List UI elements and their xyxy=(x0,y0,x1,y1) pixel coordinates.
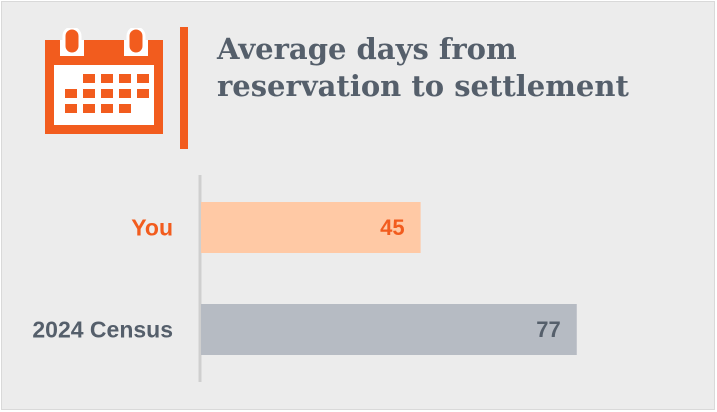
category-label-1: 2024 Census xyxy=(32,317,173,343)
category-label-0: You xyxy=(131,215,173,241)
bar-0 xyxy=(201,202,421,253)
title-accent-bar xyxy=(180,27,188,149)
value-label-1: 77 xyxy=(536,317,560,342)
calendar-icon xyxy=(45,28,163,134)
bar-1 xyxy=(201,304,577,355)
page-title: Average days from reservation to settlem… xyxy=(217,32,629,103)
value-label-0: 45 xyxy=(380,215,404,240)
